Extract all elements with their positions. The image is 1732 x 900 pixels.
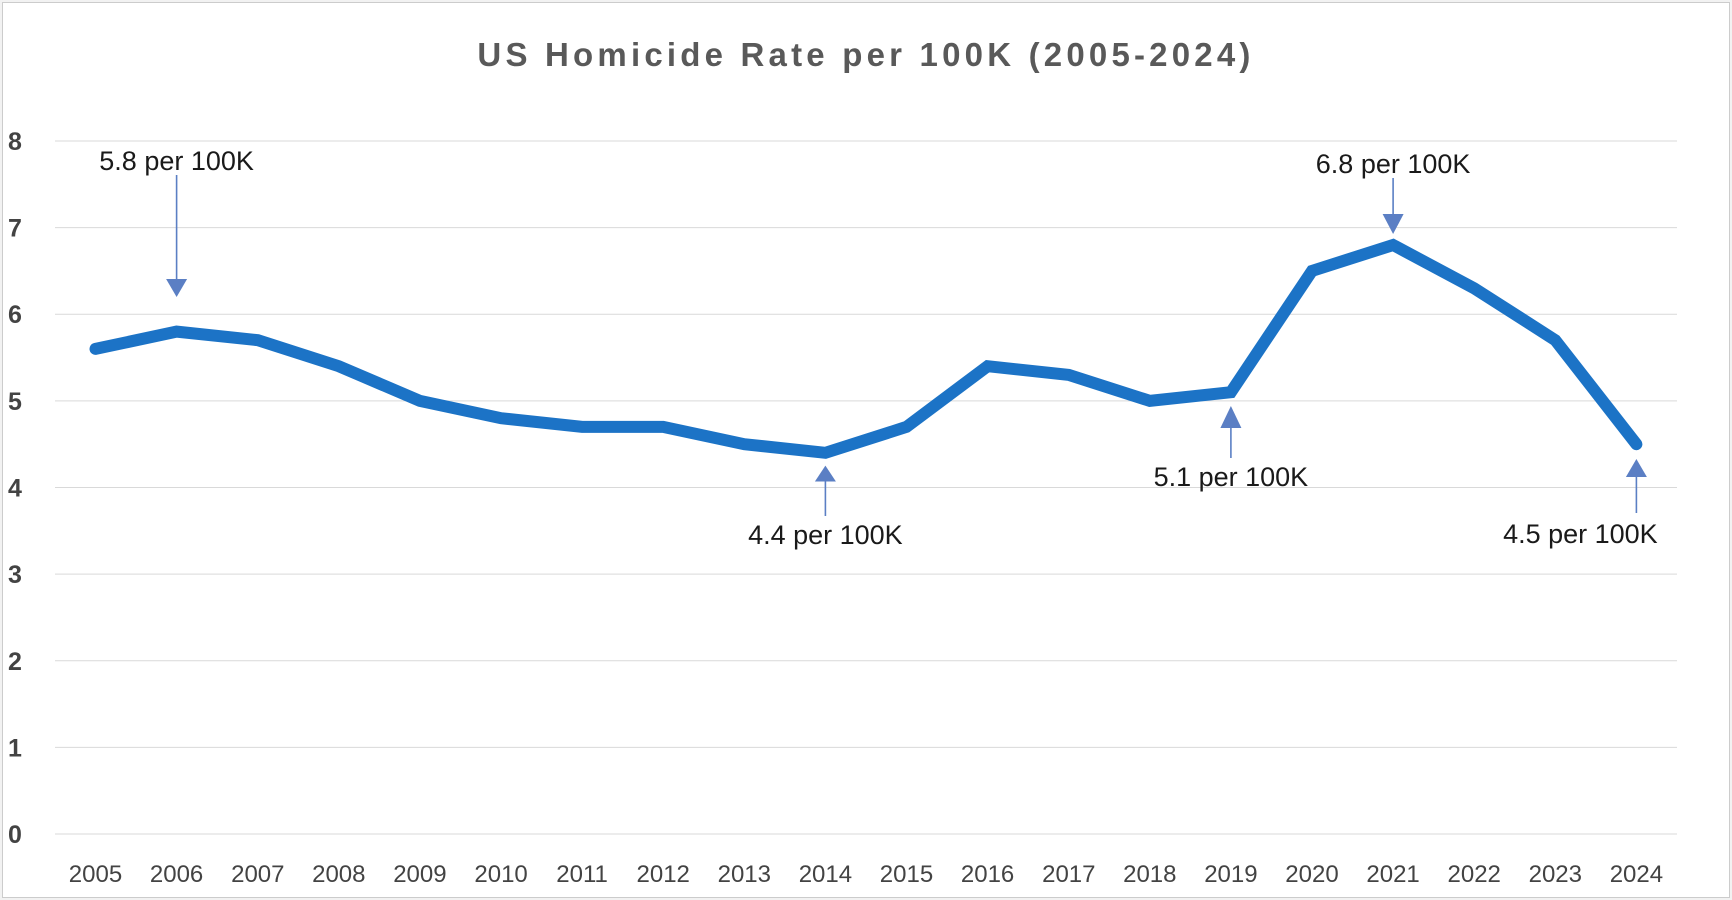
svg-text:2015: 2015 <box>880 861 933 888</box>
svg-text:2006: 2006 <box>150 861 203 888</box>
svg-text:2014: 2014 <box>799 861 852 888</box>
svg-text:5.1 per 100K: 5.1 per 100K <box>1154 462 1309 492</box>
svg-text:2007: 2007 <box>231 861 284 888</box>
svg-text:2020: 2020 <box>1285 861 1338 888</box>
svg-text:2016: 2016 <box>961 861 1014 888</box>
svg-text:2012: 2012 <box>637 861 690 888</box>
svg-text:2017: 2017 <box>1042 861 1095 888</box>
svg-text:2013: 2013 <box>718 861 771 888</box>
svg-text:5.8 per 100K: 5.8 per 100K <box>99 146 254 176</box>
svg-text:4: 4 <box>8 475 22 503</box>
svg-text:2009: 2009 <box>393 861 446 888</box>
svg-text:3: 3 <box>8 561 22 589</box>
svg-text:2021: 2021 <box>1366 861 1419 888</box>
svg-text:4.4 per 100K: 4.4 per 100K <box>748 520 903 550</box>
svg-text:7: 7 <box>8 215 22 243</box>
svg-text:2024: 2024 <box>1610 861 1663 888</box>
svg-text:8: 8 <box>8 128 22 156</box>
svg-text:2005: 2005 <box>69 861 122 888</box>
svg-text:6: 6 <box>8 301 22 329</box>
svg-text:1: 1 <box>8 734 22 762</box>
svg-text:2: 2 <box>8 648 22 676</box>
svg-text:4.5 per 100K: 4.5 per 100K <box>1503 519 1658 549</box>
svg-text:2011: 2011 <box>556 861 608 888</box>
svg-text:2023: 2023 <box>1529 861 1582 888</box>
svg-text:2010: 2010 <box>474 861 527 888</box>
svg-text:2018: 2018 <box>1123 861 1176 888</box>
svg-text:5: 5 <box>8 388 22 416</box>
svg-text:0: 0 <box>8 821 22 849</box>
svg-text:2022: 2022 <box>1448 861 1501 888</box>
svg-text:2019: 2019 <box>1204 861 1257 888</box>
svg-text:6.8 per 100K: 6.8 per 100K <box>1316 149 1471 179</box>
svg-text:2008: 2008 <box>312 861 365 888</box>
